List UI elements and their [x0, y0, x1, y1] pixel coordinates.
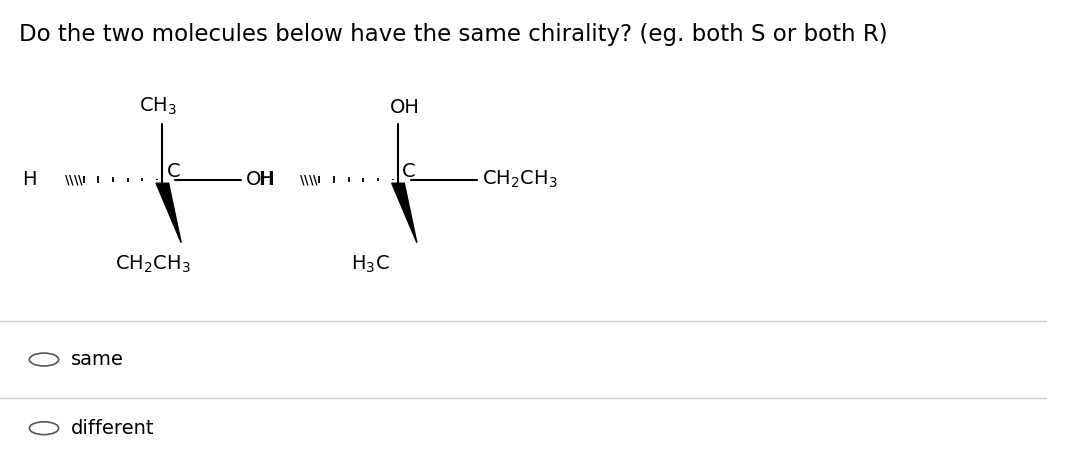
Polygon shape	[156, 183, 182, 243]
Text: different: different	[71, 419, 154, 438]
Text: OH: OH	[390, 98, 420, 117]
Text: H: H	[22, 170, 37, 189]
Text: $\mathbf{\backslash\backslash\backslash\backslash}$: $\mathbf{\backslash\backslash\backslash\…	[63, 173, 84, 186]
Text: Do the two molecules below have the same chirality? (eg. both S or both R): Do the two molecules below have the same…	[18, 23, 888, 46]
Circle shape	[29, 422, 59, 435]
Text: $\mathbf{\backslash\backslash\backslash\backslash}$: $\mathbf{\backslash\backslash\backslash\…	[299, 173, 320, 186]
Polygon shape	[392, 183, 417, 243]
Text: C: C	[166, 163, 181, 181]
Text: CH$_2$CH$_3$: CH$_2$CH$_3$	[482, 169, 557, 190]
Circle shape	[29, 353, 59, 366]
Text: same: same	[71, 350, 124, 369]
Text: OH: OH	[246, 170, 276, 189]
Text: H: H	[258, 170, 272, 189]
Text: C: C	[403, 163, 416, 181]
Text: CH$_2$CH$_3$: CH$_2$CH$_3$	[115, 254, 190, 276]
Text: CH$_3$: CH$_3$	[139, 95, 177, 117]
Text: H$_3$C: H$_3$C	[350, 254, 390, 276]
